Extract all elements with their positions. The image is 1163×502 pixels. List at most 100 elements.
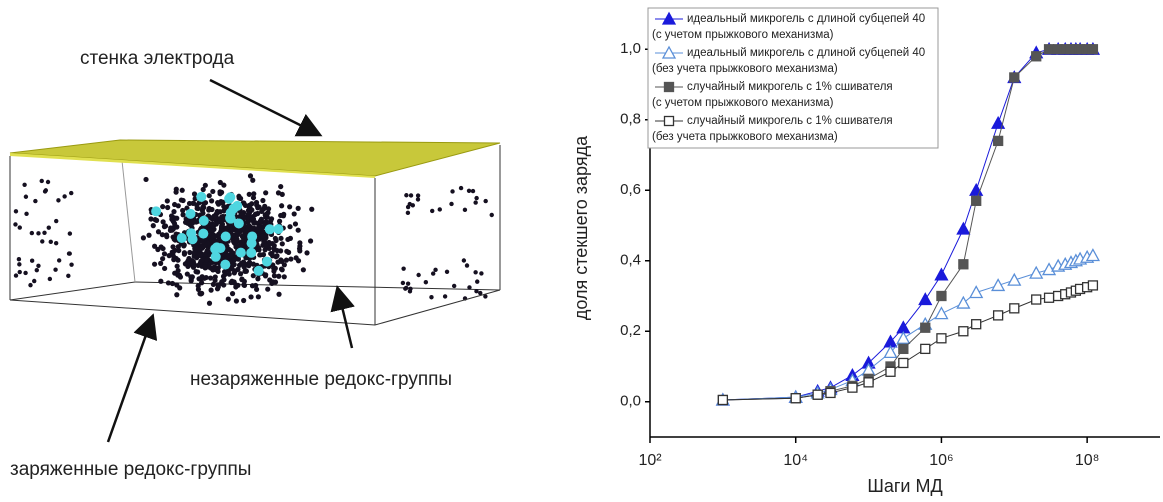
marker: [1087, 280, 1099, 291]
particle: [256, 247, 262, 253]
particle: [47, 276, 53, 282]
particle: [278, 248, 284, 254]
particle: [178, 197, 184, 203]
particle: [17, 262, 22, 267]
legend-note: (без учета прыжкового механизма): [652, 63, 838, 75]
particle: [204, 257, 210, 263]
particle: [155, 229, 162, 235]
chart: 0,0 0,2 0,4 0,6 0,8 1,0 10² 10⁴ 10⁶ 10⁸ Шаги МД дол…: [571, 7, 1160, 496]
particle: [210, 251, 221, 262]
particle: [437, 207, 442, 212]
particle: [176, 247, 182, 254]
marker: [1009, 72, 1020, 83]
particle: [249, 207, 255, 213]
particle: [241, 297, 247, 304]
particle: [268, 250, 274, 257]
label: незаряженные редокс-группы: [190, 369, 452, 390]
particle: [211, 242, 222, 253]
particle: [151, 206, 162, 217]
marker: [918, 292, 933, 306]
particle: [278, 212, 284, 219]
particle: [187, 249, 193, 256]
particle: [231, 261, 237, 268]
particle: [242, 268, 248, 274]
particle: [184, 216, 190, 223]
particle: [276, 273, 282, 279]
particle: [271, 247, 278, 253]
particle: [23, 194, 29, 199]
particle: [255, 276, 261, 282]
marker: [958, 259, 969, 270]
particle: [196, 191, 207, 202]
particle: [199, 290, 205, 296]
particle: [140, 235, 147, 241]
particle: [423, 280, 429, 285]
particle: [53, 267, 58, 272]
particle: [467, 285, 472, 290]
particle: [209, 206, 215, 213]
particle: [284, 248, 290, 254]
particle: [146, 232, 152, 238]
particle: [165, 280, 172, 286]
particle: [67, 231, 73, 236]
particle: [233, 298, 239, 304]
box-edge: [9, 281, 136, 301]
particle: [24, 211, 29, 217]
particle: [226, 271, 232, 277]
particle: [173, 186, 179, 192]
y-tick-label: 1,0: [620, 40, 641, 57]
particle: [241, 282, 248, 289]
particle: [225, 192, 236, 203]
particle: [195, 283, 201, 289]
particle: [159, 232, 165, 238]
particle: [16, 257, 22, 262]
marker: [661, 45, 677, 59]
marker: [1031, 51, 1042, 62]
marker: [1043, 44, 1055, 55]
particle: [34, 267, 39, 273]
particle: [246, 259, 253, 265]
particle: [152, 217, 158, 223]
marker: [956, 295, 971, 309]
particle: [176, 233, 187, 244]
particle: [297, 240, 303, 246]
particle: [267, 277, 273, 283]
marker: [1085, 248, 1101, 262]
particle: [169, 280, 176, 287]
particle: [152, 243, 158, 249]
particle: [162, 265, 168, 272]
particle: [219, 200, 225, 206]
particle: [174, 215, 180, 221]
particle: [155, 246, 161, 253]
particle: [22, 182, 27, 187]
particle: [225, 213, 236, 224]
marker: [825, 387, 836, 399]
box-edge: [134, 281, 501, 291]
particle: [260, 197, 266, 204]
particle: [478, 290, 483, 296]
particle: [479, 271, 484, 276]
particle: [184, 271, 190, 277]
particle: [473, 200, 478, 205]
particle: [200, 186, 206, 193]
particle: [444, 269, 450, 274]
y-tick-label: 0,8: [620, 111, 641, 128]
marker: [863, 377, 874, 388]
marker: [898, 357, 909, 369]
legend-label: идеальный микрогель с длиной субцепей 40: [687, 13, 925, 25]
particle: [143, 176, 149, 183]
particle: [407, 289, 413, 294]
particle: [62, 194, 67, 199]
particle: [261, 256, 272, 267]
particle: [13, 222, 18, 227]
particle: [67, 251, 72, 256]
particle: [251, 191, 257, 197]
particle: [261, 239, 267, 245]
particle: [245, 211, 251, 217]
particle: [28, 282, 33, 288]
box-edge: [374, 289, 501, 326]
y-tick-label: 0,4: [620, 252, 641, 269]
particle: [175, 267, 181, 274]
arrow: [330, 285, 355, 349]
particle: [451, 283, 457, 289]
